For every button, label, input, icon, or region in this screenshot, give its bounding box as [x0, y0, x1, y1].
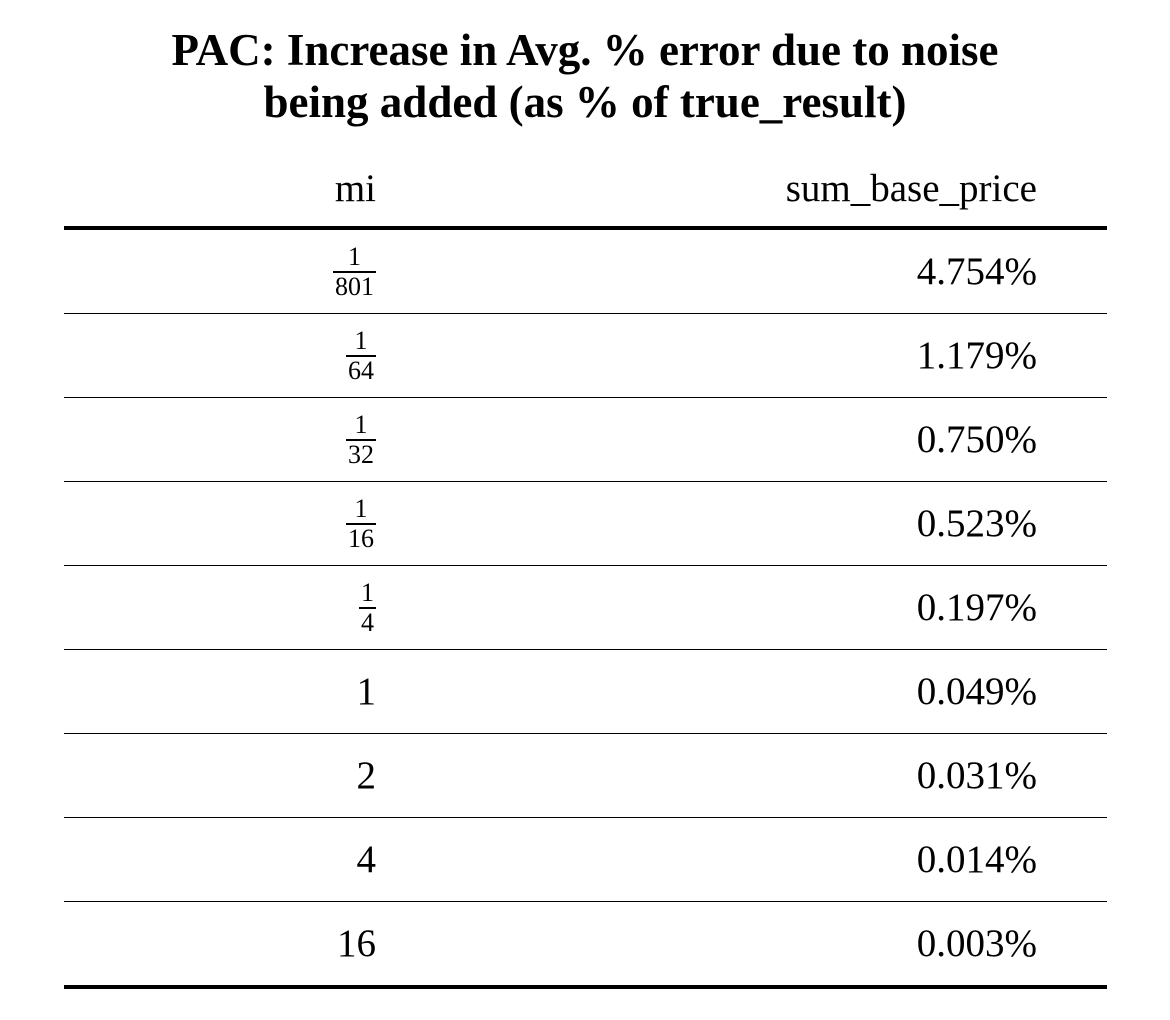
mi-denominator: 32: [346, 438, 376, 469]
results-table: mi sum_base_price 1 801 4.754% 1 64 1.179% 1 32…: [64, 150, 1107, 989]
table-row: 1 16 0.523%: [64, 481, 1107, 566]
mi-cell: 1 801: [64, 228, 376, 314]
mi-fraction: 1 16: [346, 493, 376, 553]
table-title: PAC: Increase in Avg. % error due to noi…: [0, 24, 1170, 128]
mi-denominator: 4: [359, 606, 376, 637]
table-body: 1 801 4.754% 1 64 1.179% 1 32 0.750% 1 16 0.523% 1 4 0…: [64, 228, 1107, 989]
header-row: mi sum_base_price: [64, 150, 1107, 230]
mi-cell: 1 32: [64, 397, 376, 482]
mi-cell: 1: [64, 649, 376, 734]
table-row: 1 801 4.754%: [64, 228, 1107, 314]
table-row: 1 32 0.750%: [64, 397, 1107, 482]
mi-cell: 2: [64, 733, 376, 818]
table-title-line-1: PAC: Increase in Avg. % error due to noi…: [171, 25, 999, 75]
results-table-container: mi sum_base_price 1 801 4.754% 1 64 1.179% 1 32…: [64, 150, 1107, 989]
mi-denominator: 64: [346, 354, 376, 385]
mi-fraction: 1 801: [333, 241, 376, 301]
table-row: 4 0.014%: [64, 817, 1107, 902]
table-title-line-2: being added (as % of true_result): [263, 77, 907, 127]
sum-base-price-cell: 0.014%: [376, 817, 1107, 902]
sum-base-price-cell: 0.197%: [376, 565, 1107, 650]
table-row: 1 0.049%: [64, 649, 1107, 734]
mi-denominator: 801: [333, 270, 376, 301]
sum-base-price-cell: 0.750%: [376, 397, 1107, 482]
sum-base-price-cell: 0.003%: [376, 901, 1107, 989]
sum-base-price-cell: 4.754%: [376, 228, 1107, 314]
sum-base-price-cell: 1.179%: [376, 313, 1107, 398]
table-row: 2 0.031%: [64, 733, 1107, 818]
mi-numerator: 1: [361, 577, 374, 607]
column-header-mi: mi: [64, 150, 376, 230]
mi-fraction: 1 32: [346, 409, 376, 469]
mi-numerator: 1: [354, 409, 368, 439]
sum-base-price-cell: 0.049%: [376, 649, 1107, 734]
mi-fraction: 1 64: [346, 325, 376, 385]
mi-numerator: 1: [348, 241, 361, 271]
table-row: 1 64 1.179%: [64, 313, 1107, 398]
mi-denominator: 16: [346, 522, 376, 553]
mi-cell: 4: [64, 817, 376, 902]
mi-cell: 1 64: [64, 313, 376, 398]
mi-cell: 16: [64, 901, 376, 989]
sum-base-price-cell: 0.523%: [376, 481, 1107, 566]
mi-cell: 1 16: [64, 481, 376, 566]
mi-numerator: 1: [354, 493, 368, 523]
column-header-sum-base-price: sum_base_price: [376, 150, 1107, 230]
sum-base-price-cell: 0.031%: [376, 733, 1107, 818]
table-row: 1 4 0.197%: [64, 565, 1107, 650]
table-row: 16 0.003%: [64, 901, 1107, 989]
mi-numerator: 1: [354, 325, 368, 355]
